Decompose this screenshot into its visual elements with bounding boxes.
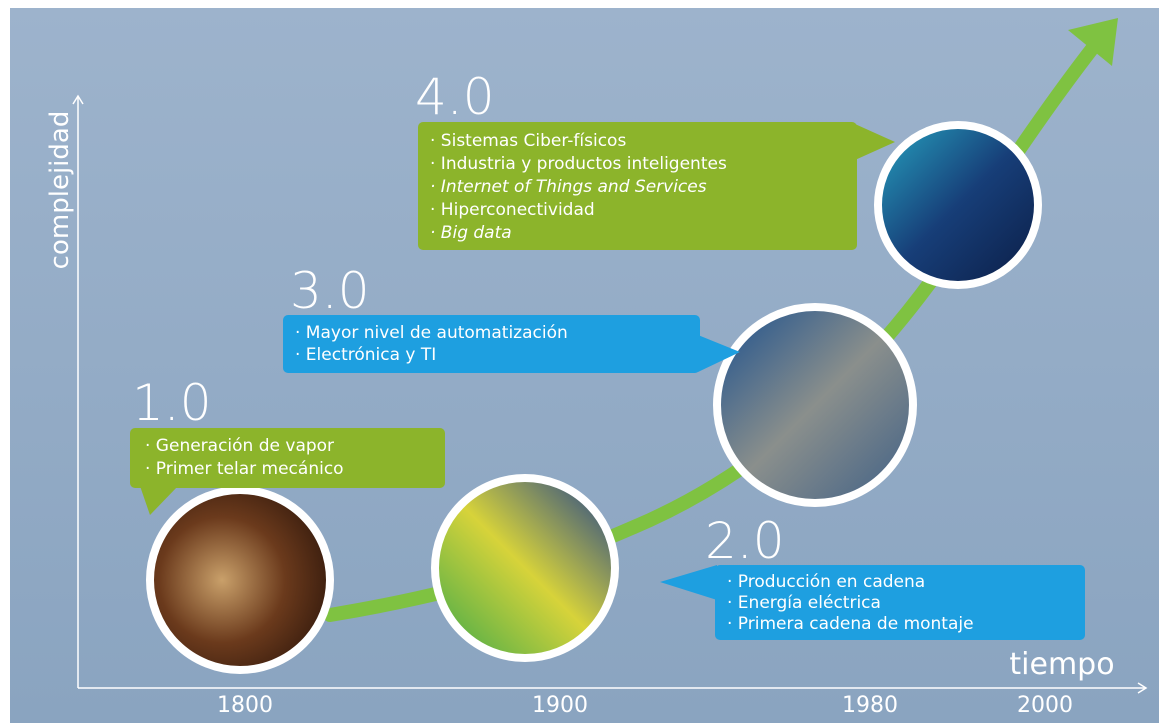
x-axis-label: tiempo — [1009, 647, 1114, 682]
stage-item: · Energía eléctrica — [727, 593, 881, 613]
stage-pointer — [698, 335, 740, 372]
image-assembly — [431, 474, 619, 662]
stage-item: · Primer telar mecánico — [145, 459, 344, 479]
image-steam — [146, 486, 334, 674]
stage-item: · Mayor nivel de automatización — [295, 323, 568, 343]
stage-item: · Industria y productos inteligentes — [430, 154, 727, 174]
stage-item: · Producción en cadena — [727, 572, 925, 592]
stage-label: 4.0 — [415, 68, 495, 126]
stage-label: 2.0 — [705, 512, 785, 570]
stage-box — [130, 428, 445, 488]
stage-item: · Primera cadena de montaje — [727, 614, 974, 634]
stage-pointer — [660, 565, 717, 600]
stage-box — [283, 315, 700, 373]
stage-item: · Sistemas Ciber-físicos — [430, 131, 626, 151]
stage-item: · Electrónica y TI — [295, 345, 436, 365]
x-axis-arrow — [1137, 682, 1148, 694]
stage-box — [715, 565, 1085, 640]
stage-label: 1.0 — [132, 374, 212, 432]
stage-item: · Hiperconectividad — [430, 200, 595, 220]
stage-box — [418, 122, 857, 250]
stage-item: · Big data — [430, 223, 512, 243]
curve-arrow — [1068, 18, 1118, 66]
stage-item: · Generación de vapor — [145, 436, 334, 456]
year-label: 2000 — [1017, 693, 1073, 718]
stage-pointer — [855, 124, 895, 160]
stage-label: 3.0 — [290, 262, 370, 320]
year-label: 1800 — [217, 693, 273, 718]
stage-item: · Internet of Things and Services — [430, 177, 707, 197]
image-digital — [874, 121, 1042, 289]
year-label: 1900 — [532, 693, 588, 718]
stage-pointer — [140, 486, 178, 515]
y-axis-label: complejidad — [45, 111, 75, 270]
image-automation — [713, 303, 917, 507]
y-axis-arrow — [72, 94, 84, 105]
year-label: 1980 — [842, 693, 898, 718]
